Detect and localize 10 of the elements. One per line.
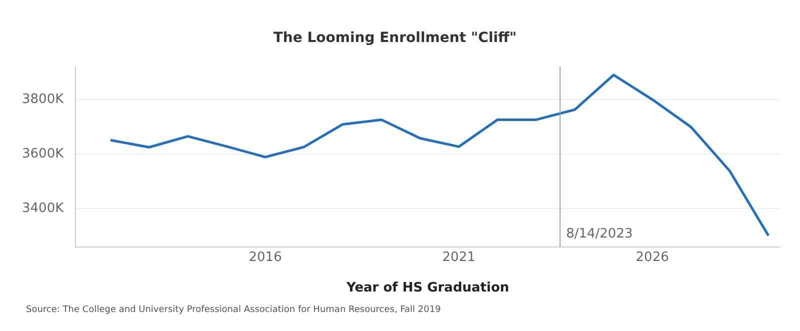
y-tick-label: 3600K <box>22 146 64 162</box>
y-tick-label: 3400K <box>22 200 64 216</box>
x-tick-label: 2026 <box>636 250 669 265</box>
x-tick-label: 2021 <box>442 250 476 265</box>
ref-line-label: 8/14/2023 <box>566 226 633 242</box>
chart-title: The Looming Enrollment "Cliff" <box>273 30 517 46</box>
x-axis-title: Year of HS Graduation <box>345 280 510 296</box>
x-tick-label: 2016 <box>248 250 282 265</box>
y-tick-label: 3800K <box>22 92 64 107</box>
source-note: Source: The College and University Professional Association for Human Resources, Fall 2019 <box>26 305 441 315</box>
